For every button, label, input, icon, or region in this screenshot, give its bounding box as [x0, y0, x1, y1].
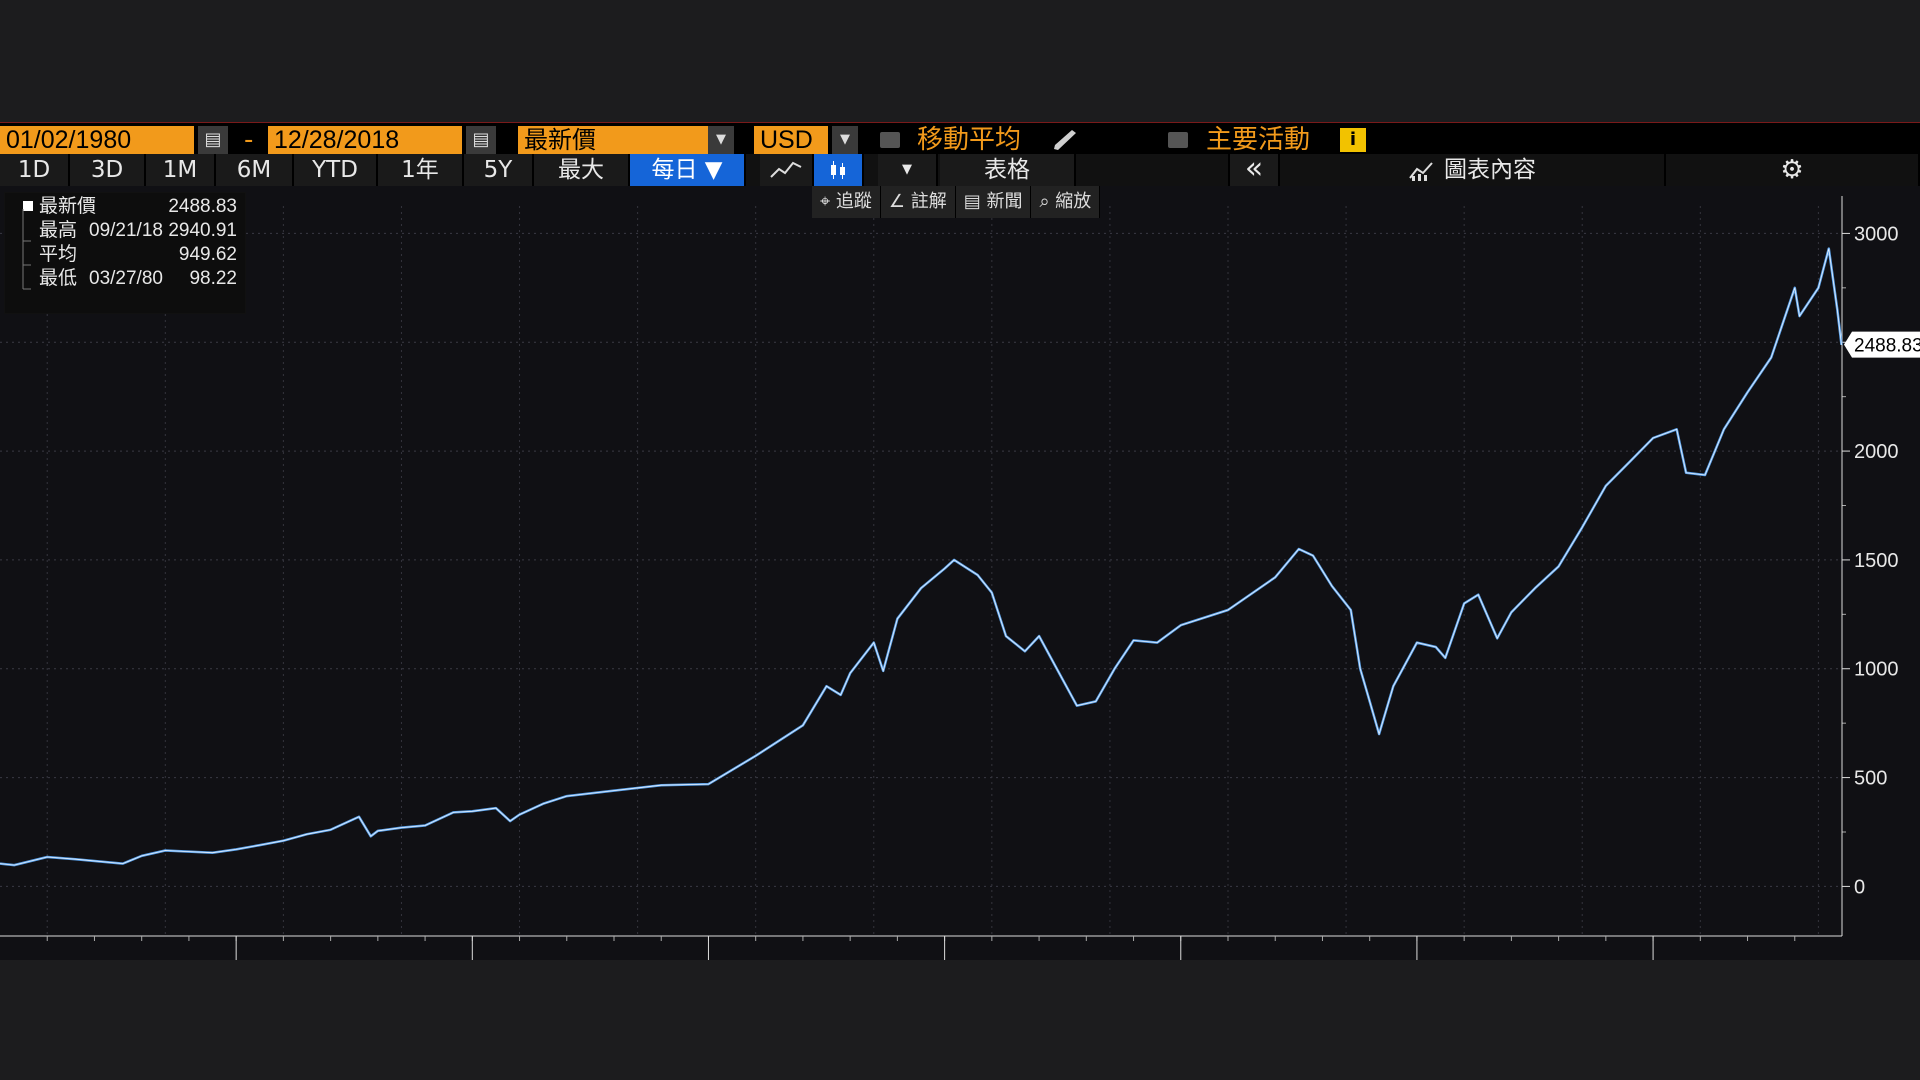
- annotate-button[interactable]: ∠ 註解: [881, 186, 956, 218]
- x-tick-label: 1985-1989: [313, 958, 395, 960]
- price-tag-label: 2488.83: [1854, 336, 1920, 357]
- legend-swatch: [23, 201, 33, 211]
- period-tabs: 1D 3D 1M 6M YTD 1年 5Y 最大 每日 ▼ ▼ 表格 « 圖表內…: [0, 154, 1920, 186]
- start-date-field[interactable]: 01/02/1980: [0, 126, 194, 154]
- tab-6m[interactable]: 6M: [216, 154, 294, 186]
- date-toolbar: 01/02/1980 ▤ - 12/28/2018 ▤ 最新價 ▼ USD ▼ …: [0, 122, 1920, 155]
- date-range-dash: -: [244, 125, 254, 155]
- pencil-icon[interactable]: [1050, 129, 1084, 153]
- price-tag-shape: [1844, 331, 1920, 358]
- chevron-down-icon[interactable]: ▼: [708, 126, 734, 154]
- candlestick-icon[interactable]: [814, 154, 864, 186]
- legend-avg-label: 平均: [39, 244, 78, 265]
- legend-avg-value: 949.62: [178, 244, 237, 265]
- price-chart[interactable]: 0 500 1000 1500 2000 3000 2488.83 1980-1984 198…: [0, 186, 1920, 960]
- x-tick-label: 2010-2014: [1494, 958, 1577, 960]
- tab-5y[interactable]: 5Y: [464, 154, 534, 186]
- y-tick-label: 1000: [1854, 659, 1899, 681]
- legend-low-value: 98.22: [189, 268, 237, 289]
- y-tick-label: 0: [1854, 876, 1865, 898]
- crosshair-button[interactable]: ⌖ 追蹤: [812, 186, 881, 218]
- x-tick-label: 1980-1984: [77, 958, 160, 960]
- events-label: 主要活動: [1206, 125, 1311, 155]
- x-tick-label: 1995-1999: [785, 958, 867, 960]
- end-date-field[interactable]: 12/28/2018: [268, 126, 462, 154]
- tab-max[interactable]: 最大: [534, 154, 630, 186]
- legend-tree-lines: [22, 209, 31, 290]
- news-button[interactable]: ▤ 新聞: [956, 186, 1032, 218]
- x-tick-label: 2015-2019: [1706, 958, 1788, 960]
- moving-average-checkbox[interactable]: [880, 132, 900, 148]
- price-series-highlight: [0, 248, 1842, 866]
- tab-1m[interactable]: 1M: [146, 154, 216, 186]
- moving-average-label: 移動平均: [917, 125, 1022, 155]
- chevron-down-icon[interactable]: ▼: [878, 154, 938, 186]
- legend-low-date: 03/27/80: [89, 268, 163, 289]
- field-select[interactable]: 最新價: [518, 126, 708, 154]
- events-checkbox[interactable]: [1168, 132, 1188, 148]
- y-tick-label: 2000: [1854, 441, 1899, 463]
- x-tick-label: 2000-2004: [1022, 958, 1105, 960]
- legend-last-label: 最新價: [39, 196, 97, 217]
- legend-last: 最新價 2488.83: [5, 195, 241, 219]
- legend-high-value: 2940.91: [168, 220, 237, 241]
- chart-sub-toolbar: ⌖ 追蹤 ∠ 註解 ▤ 新聞 ⌕ 縮放: [812, 186, 1101, 218]
- legend-avg: 平均 949.62: [5, 243, 241, 267]
- tab-1d[interactable]: 1D: [0, 154, 70, 186]
- table-button[interactable]: 表格: [940, 154, 1076, 186]
- legend-high-label: 最高: [39, 220, 78, 241]
- collapse-icon[interactable]: «: [1230, 154, 1280, 186]
- line-chart-icon[interactable]: [760, 154, 814, 186]
- legend-high: 最高 09/21/18 2940.91: [5, 219, 241, 243]
- tab-ytd[interactable]: YTD: [294, 154, 378, 186]
- zoom-button[interactable]: ⌕ 縮放: [1031, 186, 1101, 218]
- toolbar-spacer: [1076, 154, 1230, 186]
- y-tick-label: 1500: [1854, 550, 1899, 572]
- legend-high-date: 09/21/18: [89, 220, 163, 241]
- calendar-icon[interactable]: ▤: [466, 126, 496, 154]
- chart-background: [0, 186, 1920, 960]
- tab-1y[interactable]: 1年: [378, 154, 464, 186]
- legend-last-value: 2488.83: [168, 196, 237, 217]
- chart-content-label: 圖表內容: [1444, 157, 1536, 183]
- chart-icon: [1409, 161, 1433, 181]
- current-price-tag: 2488.83: [1844, 331, 1920, 358]
- legend: 最新價 2488.83 最高 09/21/18 2940.91 平均 949.6…: [4, 192, 246, 314]
- gear-icon[interactable]: ⚙: [1666, 154, 1920, 186]
- x-tick-label: 1990-1994: [549, 958, 632, 960]
- calendar-icon[interactable]: ▤: [198, 126, 228, 154]
- y-tick-label: 500: [1854, 768, 1887, 790]
- currency-select[interactable]: USD: [754, 126, 828, 154]
- y-tick-label: 3000: [1854, 223, 1899, 245]
- chevron-down-icon[interactable]: ▼: [832, 126, 858, 154]
- info-icon[interactable]: i: [1340, 128, 1366, 152]
- chart-content-button[interactable]: 圖表內容: [1280, 154, 1666, 186]
- x-tick-label: 2005-2009: [1258, 958, 1340, 960]
- legend-low-label: 最低: [39, 268, 78, 289]
- tab-3d[interactable]: 3D: [70, 154, 146, 186]
- frequency-select[interactable]: 每日 ▼: [630, 154, 746, 186]
- legend-low: 最低 03/27/80 98.22: [5, 267, 241, 291]
- chart-window: 01/02/1980 ▤ - 12/28/2018 ▤ 最新價 ▼ USD ▼ …: [0, 122, 1920, 960]
